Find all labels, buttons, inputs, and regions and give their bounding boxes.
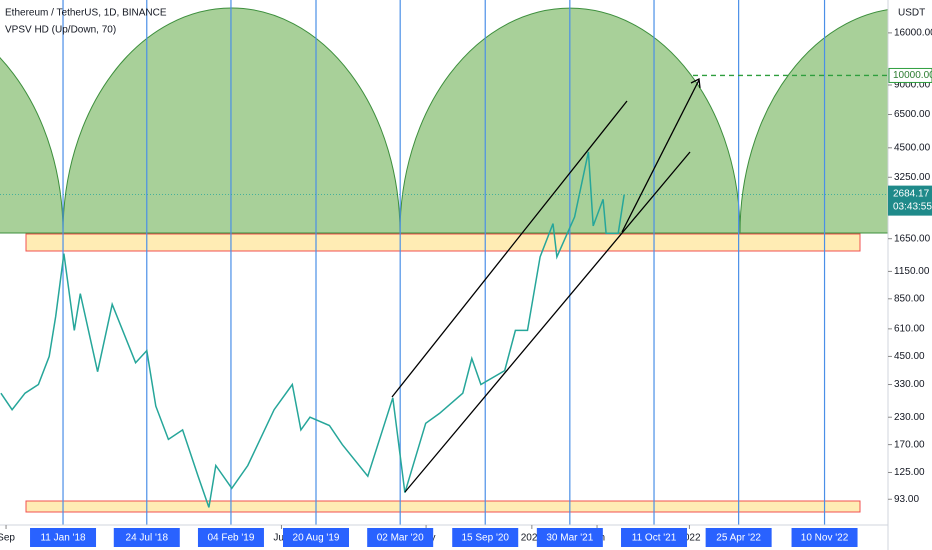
cycle-arcs	[0, 7, 888, 234]
axis-layer: 16000.00 9000.00 6500.00 4500.00 3250.00 1650…	[0, 28, 932, 547]
y-tick-label: 16000.00	[894, 28, 932, 39]
cycle-label: 11 Jan '18	[40, 533, 86, 544]
price-label: 2684.17	[893, 188, 930, 199]
x-tick-label: 2022	[678, 533, 701, 544]
cycle-label-box	[621, 528, 688, 547]
y-tick-label: 450.00	[894, 351, 925, 362]
arc	[0, 7, 888, 234]
cycle-label: 30 Mar '21	[546, 533, 593, 544]
cycle-label: 25 Apr '22	[716, 533, 761, 544]
cycle-label-box	[367, 528, 434, 547]
target-label: 10000.00	[893, 70, 932, 81]
y-tick-label: 93.00	[894, 494, 919, 505]
cycle-label-box	[30, 528, 97, 547]
y-tick-label: 330.00	[894, 379, 925, 390]
cycle-label: 20 Aug '19	[293, 533, 340, 544]
cycle-label-box	[705, 528, 772, 547]
y-tick-label: 170.00	[894, 439, 925, 450]
y-tick-label: 4500.00	[894, 142, 931, 153]
x-tick-label: 2021	[521, 533, 544, 544]
series-layer	[0, 74, 888, 508]
cycle-label-box	[197, 528, 264, 547]
cycle-label: 24 Jul '18	[126, 533, 169, 544]
y-tick-label: 610.00	[894, 323, 925, 334]
cycle-label-box	[283, 528, 350, 547]
y-axis-panel	[888, 0, 932, 550]
x-tick-label: Jun	[273, 533, 289, 544]
chart-title: Ethereum / TetherUS, 1D, BINANCE	[5, 8, 167, 19]
arrow-head	[690, 78, 701, 89]
channel	[391, 78, 701, 493]
y-tick-label: 9000.00	[894, 80, 931, 91]
cycle-label: 11 Oct '21	[632, 533, 677, 544]
price-line	[0, 151, 625, 508]
y-tick-label: 230.00	[894, 412, 925, 423]
y-tick-label: 6500.00	[894, 109, 931, 120]
cycle-label-box	[791, 528, 858, 547]
cycle-label-box	[113, 528, 180, 547]
channel-line	[404, 151, 691, 493]
countdown: 03:43:55	[893, 201, 932, 212]
target-label-box	[888, 67, 932, 83]
support-band	[25, 500, 861, 513]
y-tick-label: 3250.00	[894, 172, 931, 183]
price-label-box	[888, 185, 932, 216]
cycle-label-box	[536, 528, 603, 547]
y-axis-label: USDT	[898, 8, 925, 19]
cycle-label: 15 Sep '20	[461, 533, 509, 544]
cycle-label: 10 Nov '22	[801, 533, 849, 544]
cycle-label: 04 Feb '19	[207, 533, 254, 544]
x-tick-label: Sep	[0, 533, 15, 544]
arrow-line	[621, 79, 700, 233]
cycle-label: 02 Mar '20	[377, 533, 424, 544]
y-tick-label: 1150.00	[894, 266, 930, 277]
support-band	[25, 233, 861, 252]
chart-subtitle: VPSV HD (Up/Down, 70)	[5, 25, 116, 36]
cycle-label-box	[452, 528, 519, 547]
channel-line	[391, 100, 628, 398]
y-tick-label: 850.00	[894, 293, 925, 304]
y-tick-label: 1650.00	[894, 233, 931, 244]
y-tick-label: 125.00	[894, 467, 925, 478]
